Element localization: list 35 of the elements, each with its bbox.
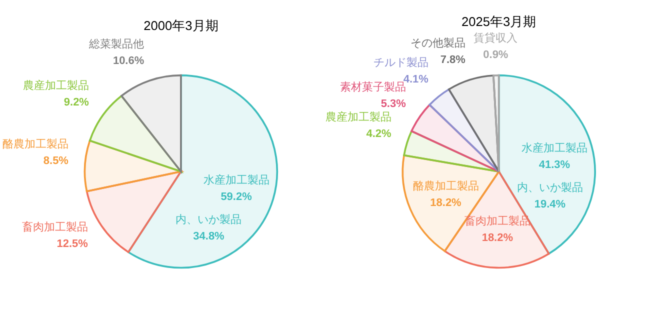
slice-label: 畜肉加工製品 — [22, 220, 88, 234]
slice-label: チルド製品 — [373, 56, 428, 70]
data-label: 4.2% — [366, 128, 392, 140]
text: 内、いか製品 34.8% — [176, 212, 242, 242]
data-label: 41.3% — [538, 158, 570, 171]
pie-slice — [492, 74, 500, 172]
pie-slice — [88, 94, 182, 172]
slice-label: 水産加工製品 — [203, 173, 270, 186]
slice-label: 素材菓子製品 — [340, 80, 406, 94]
slice-label: その他製品 — [410, 36, 466, 50]
pie-slice — [410, 104, 500, 172]
slice-label: 酪農加工製品 — [412, 180, 479, 193]
pie-slice — [120, 74, 182, 172]
slice-label: 酪農加工製品 — [2, 137, 68, 150]
data-label: 18.2% — [430, 197, 462, 210]
data-label: 7.8% — [440, 54, 466, 66]
pie-slice — [448, 74, 500, 172]
slice-label: 農産加工製品 — [22, 79, 89, 92]
text: 内、いか製品 19.4% — [516, 180, 583, 210]
data-label: 12.5% — [56, 238, 88, 250]
data-label: 10.6% — [112, 55, 144, 68]
data-label: 4.1% — [403, 74, 429, 86]
data-label: 0.9% — [483, 48, 508, 61]
slice-label: 賃貸収入 — [474, 31, 518, 44]
slice-label: 水産加工製品 — [521, 141, 588, 154]
data-label: 59.2% — [220, 190, 252, 203]
slice-label: 総菜製品他 — [88, 38, 144, 51]
data-label: 18.2% — [482, 232, 514, 244]
data-label: 5.3% — [380, 98, 406, 110]
slice-label: 農産加工製品 — [325, 110, 392, 124]
chart-title: 2000年3月期 — [144, 18, 218, 33]
data-label: 8.5% — [43, 154, 69, 167]
pie-slice — [127, 74, 278, 268]
data-label: 9.2% — [64, 96, 90, 109]
chart-title: 2025年3月期 — [462, 14, 536, 29]
